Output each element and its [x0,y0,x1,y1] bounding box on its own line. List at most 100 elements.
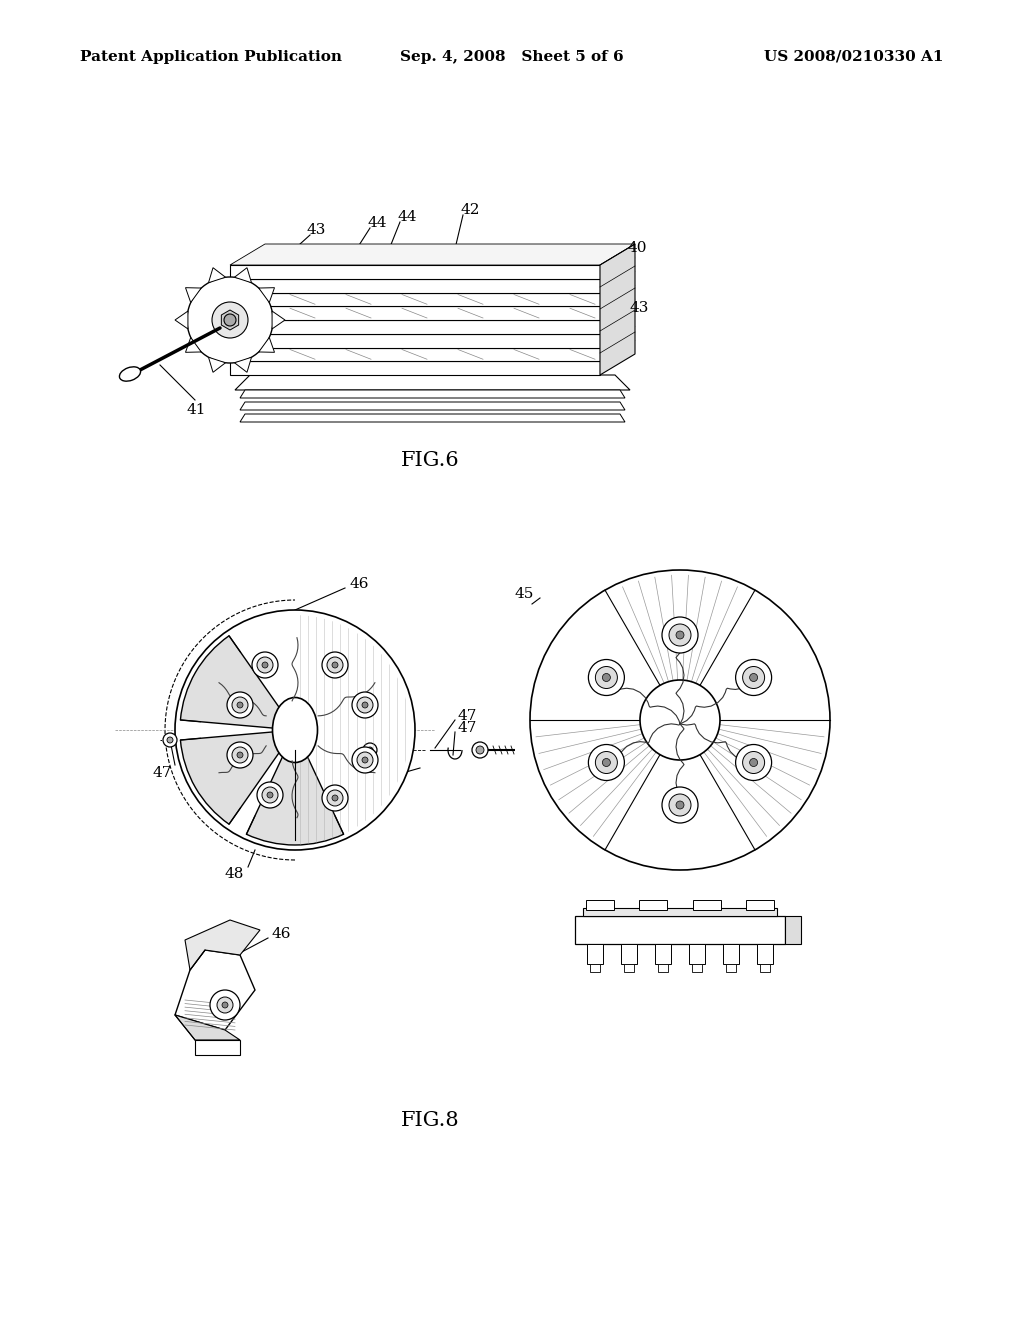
Polygon shape [230,300,635,319]
Bar [587,944,603,964]
Circle shape [640,680,720,760]
Polygon shape [240,389,625,399]
Polygon shape [185,338,202,352]
Circle shape [662,616,698,653]
Polygon shape [230,257,635,279]
Text: 44: 44 [397,210,417,224]
Bar [655,944,671,964]
Bar [692,900,721,909]
Circle shape [224,314,236,326]
Text: 47: 47 [153,766,172,780]
Ellipse shape [272,697,317,763]
Circle shape [530,570,830,870]
Circle shape [362,743,377,756]
Wedge shape [247,730,344,845]
Polygon shape [272,312,285,329]
Circle shape [602,673,610,681]
Polygon shape [185,920,260,970]
Text: US 2008/0210330 A1: US 2008/0210330 A1 [765,50,944,63]
Circle shape [662,787,698,822]
Circle shape [252,652,278,678]
Circle shape [217,997,233,1012]
Polygon shape [209,358,225,372]
Circle shape [472,742,488,758]
Polygon shape [259,288,274,302]
Circle shape [327,657,343,673]
Text: 41: 41 [186,403,206,417]
Text: 42: 42 [460,203,480,216]
Text: 43: 43 [630,301,649,315]
Text: FIG.6: FIG.6 [400,450,460,470]
Circle shape [476,746,484,754]
Circle shape [332,663,338,668]
Bar [757,944,773,964]
Text: 44: 44 [368,216,387,230]
Circle shape [595,667,617,689]
Polygon shape [234,375,630,389]
Polygon shape [259,338,274,352]
Polygon shape [175,312,188,329]
Text: 47: 47 [458,709,477,723]
Polygon shape [230,326,635,347]
Circle shape [735,660,772,696]
Text: 46: 46 [362,774,382,787]
Circle shape [750,673,758,681]
Polygon shape [230,272,635,293]
Polygon shape [230,347,600,362]
Circle shape [222,1002,228,1008]
Polygon shape [230,293,600,306]
Polygon shape [230,319,600,334]
Circle shape [232,747,248,763]
Polygon shape [240,403,625,411]
Circle shape [589,660,625,696]
Circle shape [163,733,177,747]
Polygon shape [234,268,252,282]
Bar [746,900,774,909]
Circle shape [595,751,617,774]
Polygon shape [175,950,255,1030]
Bar [689,944,705,964]
Circle shape [735,744,772,780]
Circle shape [267,792,273,799]
Polygon shape [230,279,600,293]
Circle shape [322,652,348,678]
Circle shape [187,277,273,363]
Polygon shape [230,341,635,362]
Text: 48: 48 [224,867,244,880]
Circle shape [742,667,765,689]
Polygon shape [230,313,635,334]
Text: 46: 46 [272,927,292,941]
Polygon shape [230,265,600,279]
Circle shape [257,781,283,808]
Polygon shape [234,358,252,372]
Circle shape [327,789,343,807]
Polygon shape [230,334,600,347]
Bar [658,964,668,972]
Bar [590,964,600,972]
Circle shape [750,759,758,767]
Circle shape [212,302,248,338]
Polygon shape [185,288,202,302]
Polygon shape [175,1015,240,1040]
Circle shape [602,759,610,767]
Wedge shape [180,730,295,824]
Circle shape [322,785,348,810]
Polygon shape [230,362,600,375]
Bar [621,944,637,964]
Circle shape [237,702,243,708]
Circle shape [262,787,278,803]
Bar [639,900,668,909]
Circle shape [257,657,273,673]
Polygon shape [209,268,225,282]
Circle shape [175,610,415,850]
Circle shape [589,744,625,780]
Bar [723,944,739,964]
Circle shape [669,624,691,645]
Text: 47: 47 [458,721,477,735]
Circle shape [167,737,173,743]
Circle shape [227,692,253,718]
Bar [583,908,777,916]
Ellipse shape [120,367,140,381]
Circle shape [227,742,253,768]
Circle shape [367,747,373,752]
